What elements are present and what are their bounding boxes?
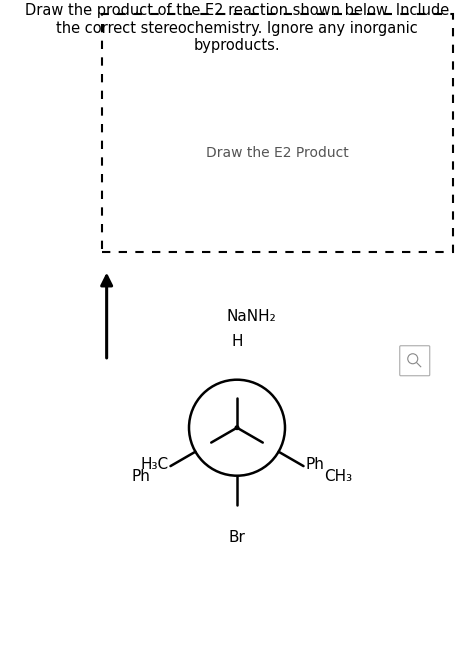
Bar [102, 14, 453, 252]
Text: H: H [231, 334, 243, 349]
Text: Br: Br [228, 530, 246, 545]
Text: H₃C: H₃C [140, 458, 169, 473]
Text: CH₃: CH₃ [324, 469, 352, 484]
Text: Ph: Ph [305, 458, 324, 473]
Text: Draw the E2 Product: Draw the E2 Product [206, 146, 349, 161]
Circle shape [235, 425, 239, 430]
Text: Ph: Ph [131, 469, 150, 484]
Text: Draw the product of the E2 reaction shown below. Include
the correct stereochemi: Draw the product of the E2 reaction show… [25, 3, 449, 53]
Text: NaNH₂: NaNH₂ [227, 309, 276, 324]
